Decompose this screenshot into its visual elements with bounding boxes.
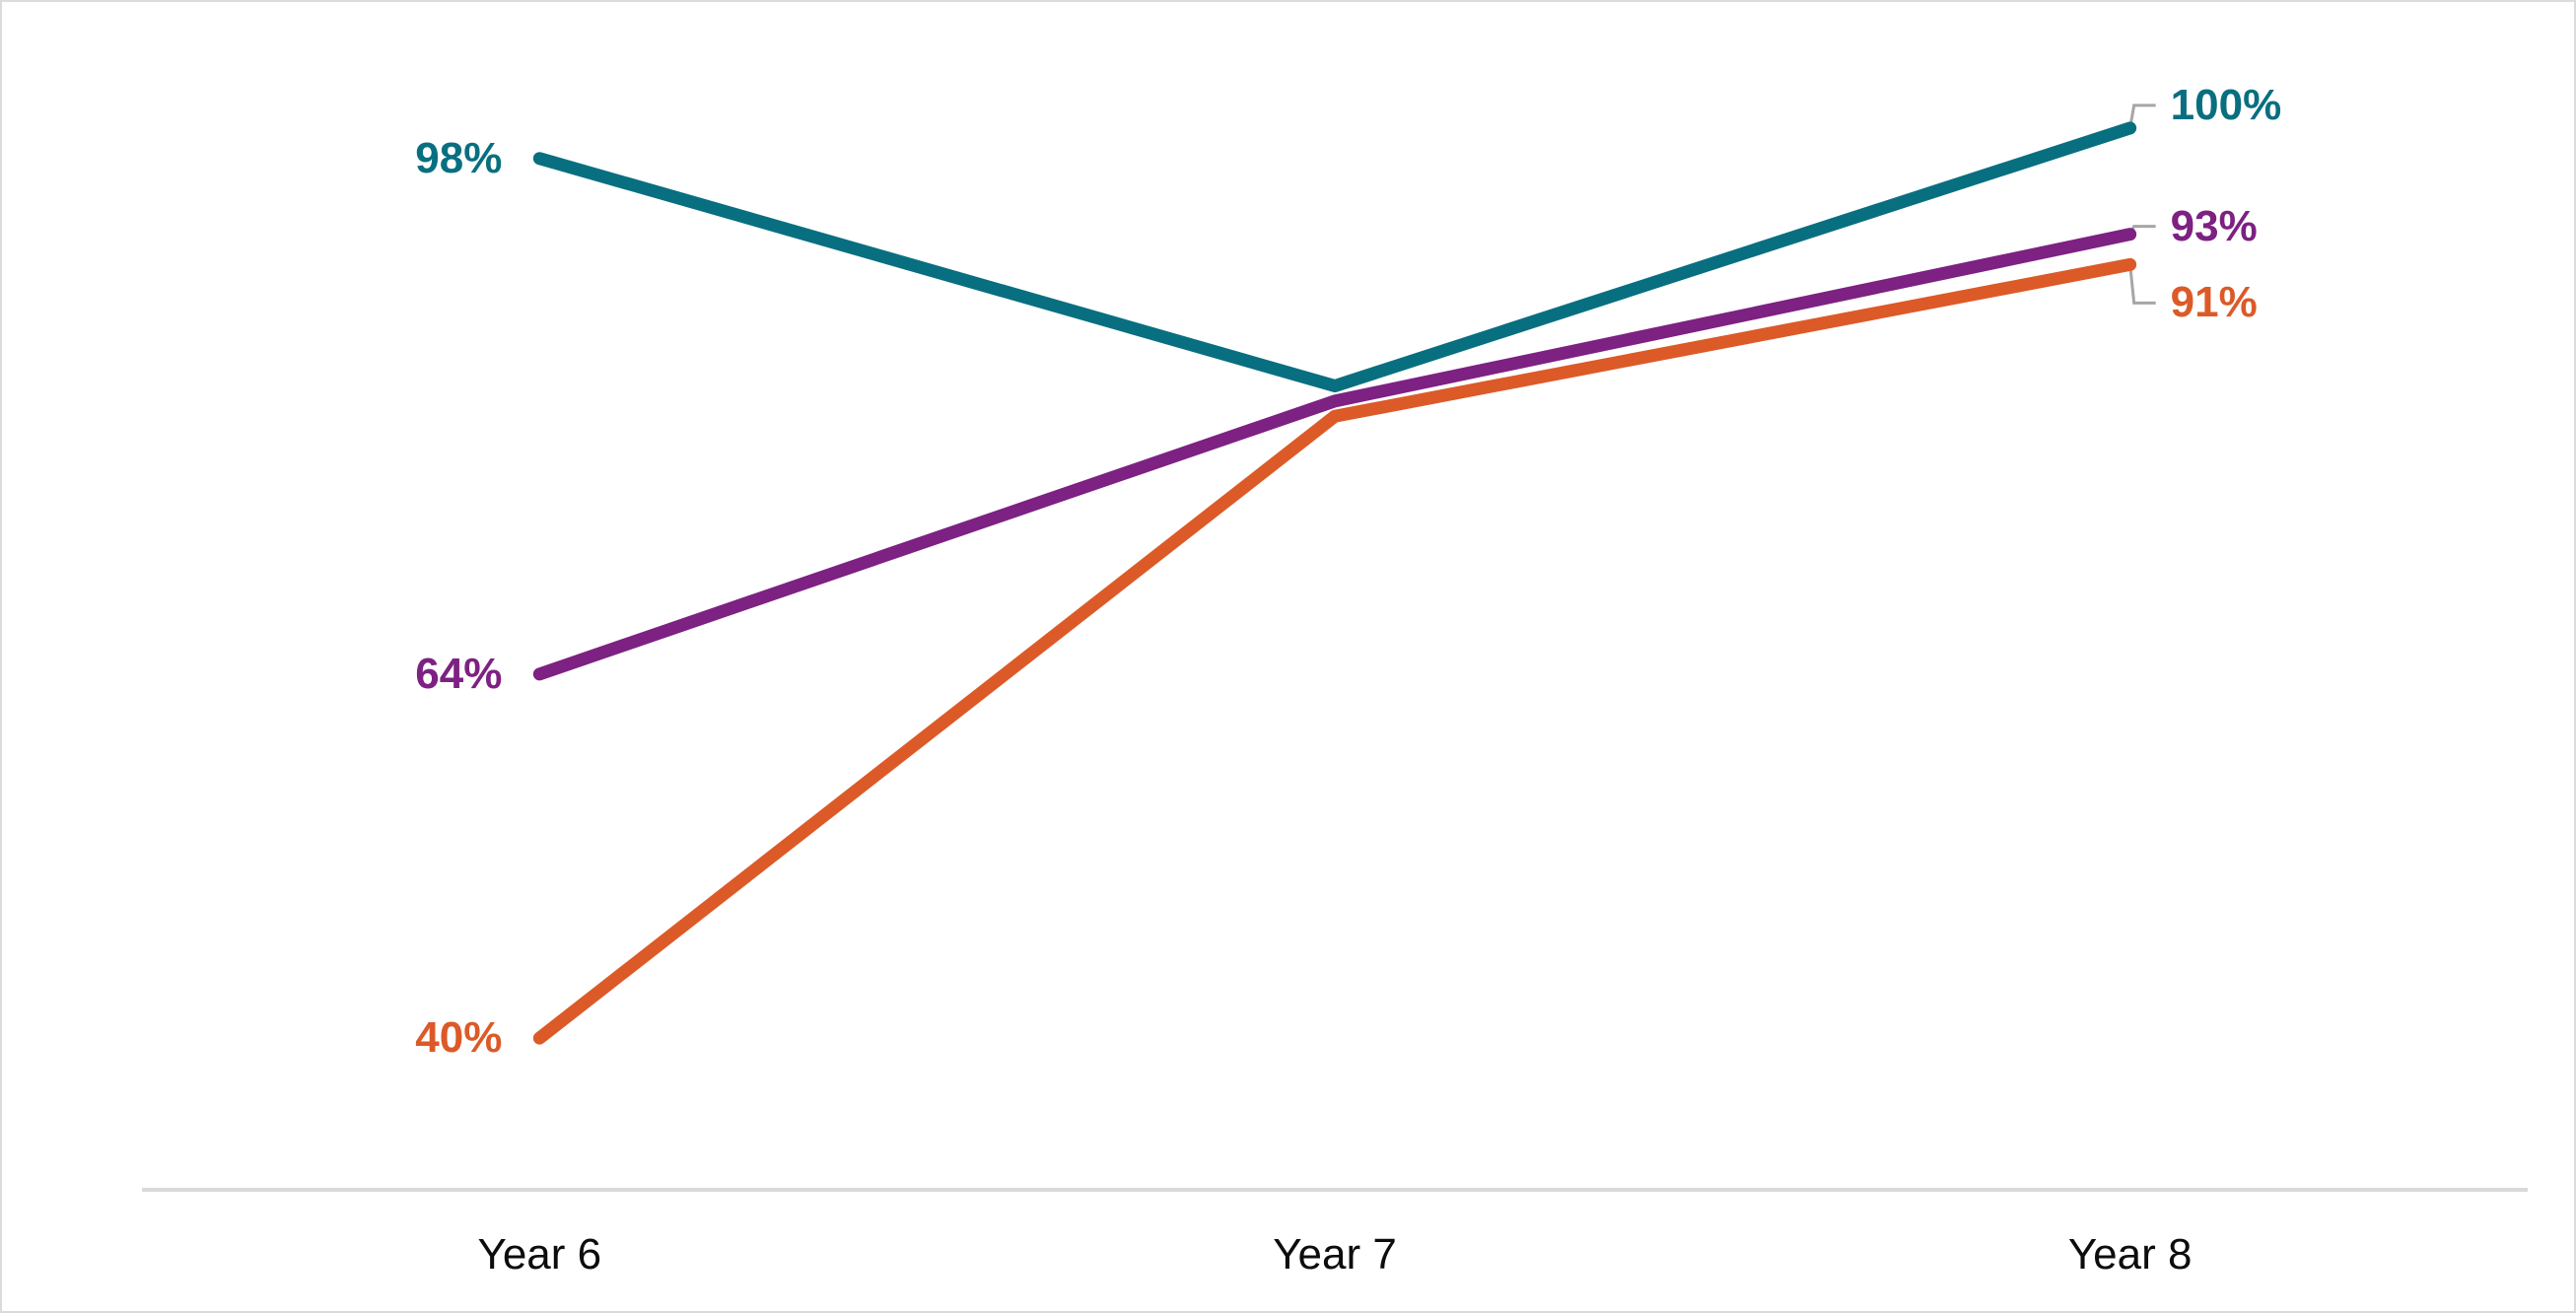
series-line-purple-series [532, 228, 2137, 681]
series-line-orange-series [532, 257, 2137, 1045]
leader-line-orange-series [2128, 264, 2156, 305]
data-label-start-purple: 64% [415, 649, 503, 698]
axis-label-year-7: Year 7 [1273, 1230, 1397, 1278]
data-label-start-teal: 98% [415, 133, 503, 182]
data-label-end-purple: 93% [2170, 201, 2258, 250]
leader-line-teal-series [2128, 104, 2156, 129]
data-label-end-orange: 91% [2170, 278, 2258, 327]
axis-label-year-6: Year 6 [477, 1230, 602, 1278]
axis-label-year-8: Year 8 [2067, 1230, 2193, 1278]
series-line-teal-series [532, 121, 2137, 393]
data-label-end-teal: 100% [2170, 80, 2282, 129]
data-label-start-orange: 40% [415, 1013, 503, 1063]
